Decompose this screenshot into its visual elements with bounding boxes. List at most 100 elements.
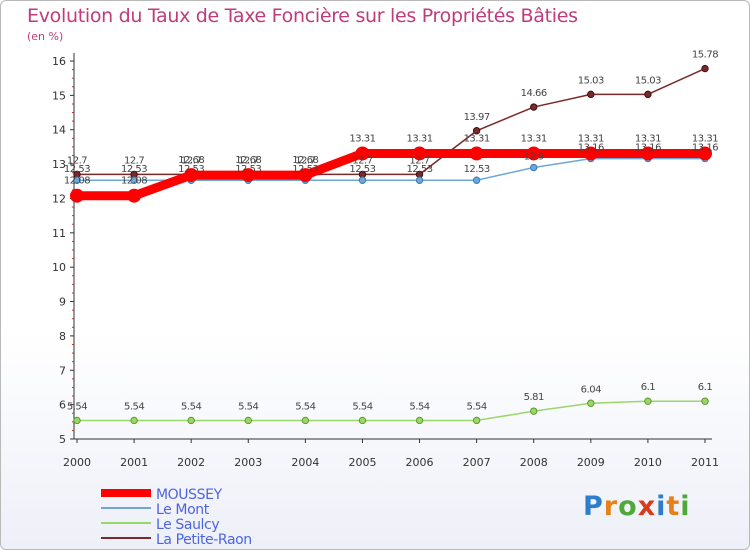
series-point-3 bbox=[644, 90, 652, 99]
data-label: 14.66 bbox=[521, 88, 547, 99]
series-point-2 bbox=[415, 416, 424, 425]
data-label: 12.7 bbox=[295, 155, 315, 166]
series-point-3 bbox=[587, 90, 595, 99]
x-tick-label: 2003 bbox=[234, 456, 262, 469]
data-label: 13.31 bbox=[464, 133, 490, 144]
y-tick-label: 10 bbox=[52, 261, 66, 274]
data-label: 13.16 bbox=[578, 143, 604, 154]
y-tick-label: 7 bbox=[59, 364, 66, 377]
logo-letter: r bbox=[603, 491, 619, 522]
data-label: 12.68 bbox=[178, 155, 204, 166]
series-point-0 bbox=[583, 146, 598, 161]
data-label: 12.7 bbox=[352, 155, 372, 166]
data-label: 13.31 bbox=[578, 133, 604, 144]
series-point-1 bbox=[530, 163, 538, 172]
data-label: 5.54 bbox=[409, 401, 429, 412]
data-label: 5.54 bbox=[124, 401, 144, 412]
data-label: 12.53 bbox=[464, 164, 490, 175]
chart-unit: (en %) bbox=[27, 30, 64, 43]
y-tick-label: 13 bbox=[52, 158, 66, 171]
series-point-0 bbox=[469, 146, 484, 161]
series-point-0 bbox=[526, 146, 541, 161]
x-tick-label: 2009 bbox=[577, 456, 605, 469]
series-point-1 bbox=[415, 176, 424, 184]
series-line-0 bbox=[72, 148, 710, 201]
series-point-3 bbox=[701, 64, 709, 73]
series-line-1 bbox=[76, 157, 706, 181]
data-label: 13.31 bbox=[692, 133, 718, 144]
y-tick-label: 12 bbox=[52, 192, 66, 205]
logo-letter: i bbox=[656, 491, 667, 522]
x-tick-label: 2001 bbox=[120, 456, 148, 469]
series-point-0 bbox=[355, 146, 370, 161]
data-label: 13.16 bbox=[692, 143, 718, 154]
series-line-2 bbox=[76, 400, 706, 422]
series-point-0 bbox=[412, 146, 427, 161]
data-label: 13.16 bbox=[635, 143, 661, 154]
data-label: 12.53 bbox=[121, 164, 147, 175]
x-tick-label: 2002 bbox=[177, 456, 205, 469]
series-point-1 bbox=[358, 176, 367, 184]
y-tick-label: 8 bbox=[59, 330, 66, 343]
data-label: 6.1 bbox=[698, 382, 713, 393]
data-label: 15.03 bbox=[578, 75, 604, 86]
series-point-3 bbox=[472, 127, 481, 135]
data-label: 13.31 bbox=[406, 133, 432, 144]
series-point-3 bbox=[530, 103, 538, 111]
x-tick-label: 2000 bbox=[63, 456, 91, 469]
data-label: 12.53 bbox=[406, 164, 432, 175]
logo-letter: i bbox=[680, 491, 691, 522]
data-label: 15.78 bbox=[692, 50, 718, 61]
series-point-2 bbox=[301, 416, 310, 425]
logo-letter: t bbox=[666, 491, 681, 522]
y-tick-label: 6 bbox=[59, 399, 66, 412]
data-label: 12.9 bbox=[524, 152, 544, 163]
series-point-0 bbox=[698, 146, 712, 161]
series-point-2 bbox=[73, 416, 81, 425]
data-label: 12.7 bbox=[124, 155, 144, 166]
x-tick-label: 2005 bbox=[348, 456, 376, 469]
series-point-2 bbox=[530, 407, 538, 415]
data-label: 5.54 bbox=[467, 401, 487, 412]
data-label: 12.08 bbox=[64, 176, 90, 187]
series-point-0 bbox=[184, 168, 199, 183]
series-point-0 bbox=[70, 188, 84, 203]
legend-label: MOUSSEY bbox=[156, 487, 223, 503]
logo-letter: P bbox=[583, 491, 604, 522]
series-point-1 bbox=[472, 176, 481, 184]
series-point-2 bbox=[358, 416, 367, 425]
data-label: 13.31 bbox=[635, 133, 661, 144]
data-label: 12.68 bbox=[235, 155, 261, 166]
series-point-0 bbox=[241, 168, 256, 183]
series-point-2 bbox=[244, 416, 252, 425]
y-tick-label: 11 bbox=[52, 227, 66, 240]
data-label: 5.54 bbox=[181, 401, 201, 412]
data-label: 6.04 bbox=[581, 384, 601, 395]
series-point-2 bbox=[587, 399, 595, 407]
data-label: 5.81 bbox=[524, 392, 544, 403]
data-label: 6.1 bbox=[641, 382, 656, 393]
data-label: 12.68 bbox=[292, 155, 318, 166]
series-point-2 bbox=[644, 397, 652, 405]
legend-label: La Petite-Raon bbox=[156, 532, 252, 548]
proxiti-logo: Proxiti bbox=[583, 491, 691, 522]
y-tick-label: 5 bbox=[59, 433, 66, 446]
series-point-0 bbox=[640, 146, 655, 161]
data-label: 12.53 bbox=[178, 164, 204, 175]
x-tick-label: 2004 bbox=[291, 456, 319, 469]
data-label: 12.53 bbox=[292, 164, 318, 175]
legend-label: Le Saulcy bbox=[156, 517, 219, 533]
data-label: 12.7 bbox=[181, 155, 201, 166]
x-tick-label: 2011 bbox=[691, 456, 719, 469]
y-tick-label: 15 bbox=[52, 89, 66, 102]
data-label: 5.54 bbox=[352, 401, 372, 412]
series-point-0 bbox=[298, 168, 313, 183]
data-label: 13.31 bbox=[521, 133, 547, 144]
x-tick-label: 2010 bbox=[634, 456, 662, 469]
legend-label: Le Mont bbox=[156, 502, 210, 518]
x-tick-label: 2008 bbox=[520, 456, 548, 469]
data-label: 13.97 bbox=[464, 112, 490, 123]
data-label: 13.31 bbox=[349, 133, 375, 144]
data-label: 15.03 bbox=[635, 75, 661, 86]
